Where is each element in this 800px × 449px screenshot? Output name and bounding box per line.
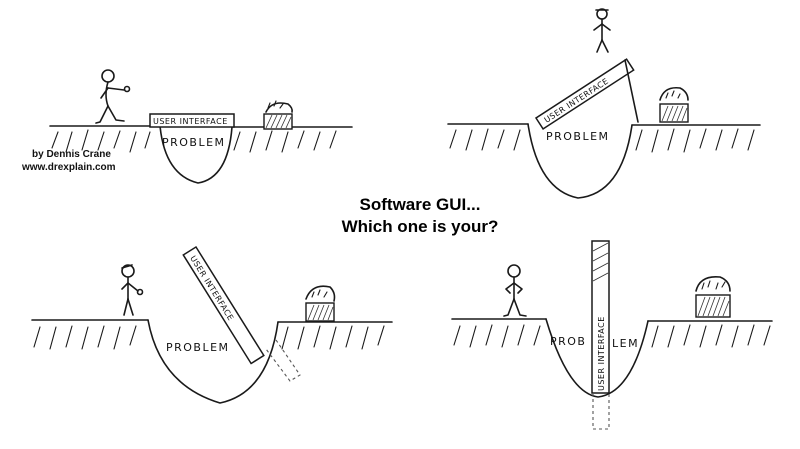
pit-label-right: LEM	[612, 337, 639, 350]
pit	[527, 123, 633, 199]
panel-plank-vertical: USER INTERFACE PROB LEM	[400, 225, 800, 449]
ui-plank: USER INTERFACE	[534, 58, 639, 130]
panel-plank-flat: USER INTERFACE PROBLEM	[0, 0, 400, 200]
ground-hatching	[453, 324, 771, 348]
ground-hatching	[449, 128, 755, 153]
panel-plank-leaning: USER INTERFACE PROBLEM	[0, 225, 400, 449]
pit	[159, 125, 233, 184]
panel-1-drawing: USER INTERFACE PROBLEM	[49, 69, 353, 184]
stick-figure	[503, 264, 527, 317]
stick-figure	[593, 8, 611, 53]
plank-shadow	[265, 339, 301, 382]
pit-label: PROBLEM	[546, 130, 610, 143]
pit-label-left: PROB	[550, 335, 586, 348]
ui-plank: USER INTERFACE	[182, 245, 301, 382]
headline-line-2: Which one is your?	[341, 217, 499, 236]
pit-label: PROBLEM	[166, 341, 230, 354]
plank-support	[624, 59, 639, 123]
plank-label: USER INTERFACE	[153, 117, 228, 126]
ui-plank: USER INTERFACE	[591, 240, 610, 430]
pit	[545, 318, 649, 398]
plank-label: USER INTERFACE	[597, 316, 606, 391]
panel-2-drawing: USER INTERFACE PROBLEM	[447, 8, 761, 199]
author-credit: by Dennis Crane www.drexplain.com	[22, 148, 142, 174]
stick-figure	[95, 69, 131, 124]
treasure-chest-icon	[659, 86, 689, 123]
plank-buried-part	[592, 393, 610, 430]
plank-label: USER INTERFACE	[543, 77, 611, 125]
panel-4-drawing: USER INTERFACE PROB LEM	[451, 240, 773, 430]
ui-plank: USER INTERFACE	[149, 113, 235, 128]
author-name: by Dennis Crane	[32, 149, 111, 160]
plank-label: USER INTERFACE	[188, 254, 235, 322]
author-website: www.drexplain.com	[22, 162, 116, 173]
stick-figure	[121, 264, 144, 316]
panel-plank-tilted-up: USER INTERFACE PROBLEM	[400, 0, 800, 210]
treasure-chest-icon	[263, 100, 293, 130]
ground-hatching	[33, 325, 385, 350]
panel-3-drawing: USER INTERFACE PROBLEM	[31, 245, 393, 404]
headline-line-1: Software GUI...	[359, 195, 481, 214]
ground-hatching	[51, 129, 337, 153]
pit	[147, 319, 279, 404]
treasure-chest-icon	[695, 275, 731, 318]
headline: Software GUI... Which one is your?	[300, 194, 540, 238]
treasure-chest-icon	[305, 285, 336, 322]
pit-label: PROBLEM	[162, 136, 226, 149]
